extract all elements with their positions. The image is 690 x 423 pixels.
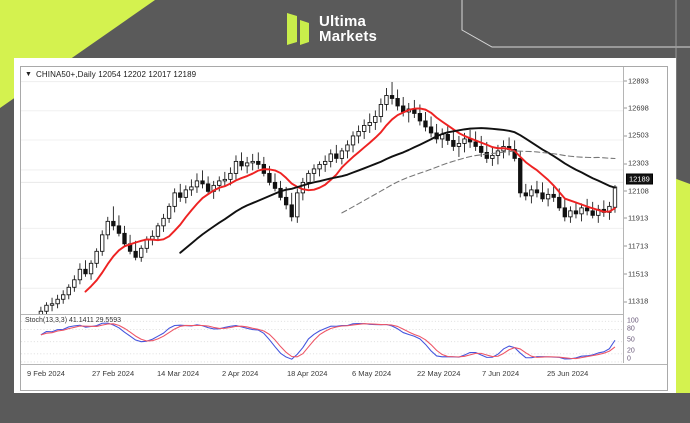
date-axis[interactable]: 9 Feb 2024 27 Feb 2024 14 Mar 2024 2 Apr 20… <box>21 364 667 390</box>
chart-window: ▼ CHINA50+,Daily 12054 12202 12017 12189… <box>14 58 676 403</box>
indicator-pane[interactable]: Stoch(13,3,3) 41.1411 29.5593 <box>21 316 667 363</box>
price-tick: 12698 <box>624 103 649 113</box>
current-price-label: 12189 <box>626 173 653 185</box>
indicator-level-label: 50 <box>627 336 635 344</box>
logo-bars-icon <box>285 11 311 47</box>
indicator-level-label: 80 <box>627 325 635 333</box>
date-tick: 2 Apr 2024 <box>222 369 259 378</box>
date-tick: 25 Jun 2024 <box>547 369 589 378</box>
date-tick: 6 May 2024 <box>352 369 392 378</box>
price-tick: 12108 <box>624 186 649 196</box>
brand-line1: Ultima <box>319 13 367 30</box>
price-axis[interactable]: 12893 12698 12503 12303 12189 12108 11913 11713… <box>623 67 667 363</box>
indicator-level-label: 0 <box>627 355 631 363</box>
chart-frame[interactable]: ▼ CHINA50+,Daily 12054 12202 12017 12189… <box>20 66 668 391</box>
brand-name: Ultima Markets <box>319 14 377 44</box>
date-tick: 22 May 2024 <box>417 369 461 378</box>
date-tick: 18 Apr 2024 <box>287 369 328 378</box>
price-pane[interactable]: ▼ CHINA50+,Daily 12054 12202 12017 12189 <box>21 67 667 315</box>
date-tick: 7 Jun 2024 <box>482 369 520 378</box>
price-tick: 11318 <box>623 296 649 306</box>
price-tick: 12893 <box>624 76 649 86</box>
symbol-header-text: CHINA50+,Daily 12054 12202 12017 12189 <box>36 70 197 79</box>
indicator-level-label: 100 <box>627 317 639 325</box>
indicator-axis: 100 80 50 20 0 <box>623 316 667 363</box>
date-tick: 9 Feb 2024 <box>27 369 65 378</box>
date-tick: 14 Mar 2024 <box>157 369 200 378</box>
symbol-header[interactable]: ▼ CHINA50+,Daily 12054 12202 12017 12189 <box>25 70 196 79</box>
background-bottom <box>0 393 690 423</box>
indicator-plot <box>21 320 667 363</box>
brand-line2: Markets <box>319 28 378 45</box>
date-tick: 27 Feb 2024 <box>92 369 135 378</box>
indicator-level-label: 20 <box>627 347 635 355</box>
price-tick: 11513 <box>623 269 649 279</box>
price-tick: 11913 <box>623 213 649 223</box>
indicator-label: Stoch(13,3,3) 41.1411 29.5593 <box>25 317 122 324</box>
price-tick: 12303 <box>624 158 649 168</box>
brand-logo: Ultima Markets <box>285 11 377 47</box>
price-tick: 11713 <box>623 241 649 251</box>
price-tick: 12503 <box>624 130 649 140</box>
chevron-down-icon[interactable]: ▼ <box>25 71 33 78</box>
price-plot <box>21 81 667 314</box>
